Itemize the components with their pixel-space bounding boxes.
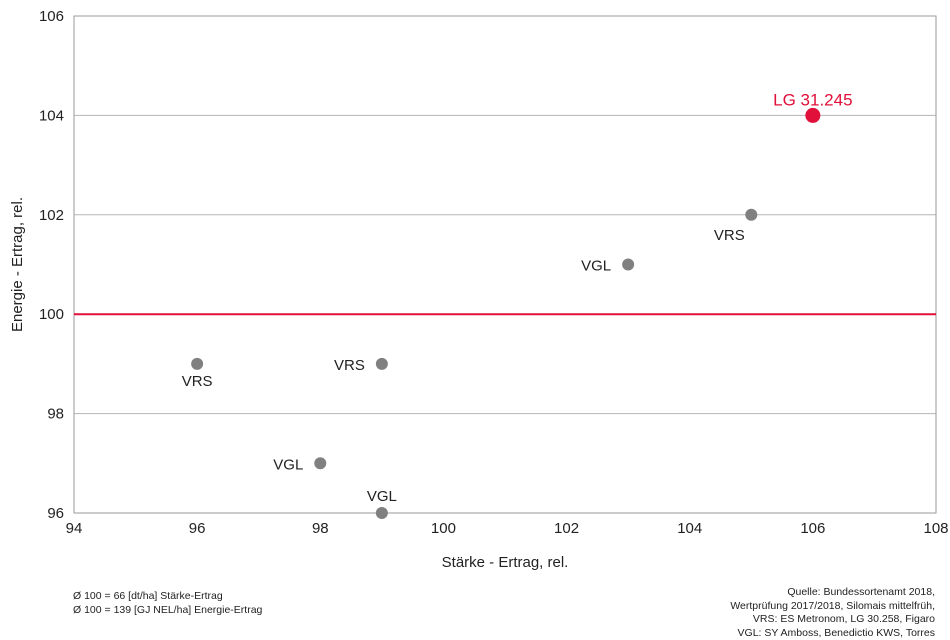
- x-tick-labels: 94 96 98 100 102 104 106 108: [66, 520, 949, 537]
- data-point: [376, 507, 388, 519]
- data-point: [191, 358, 203, 370]
- point-label: LG 31.245: [773, 90, 852, 109]
- x-tick-label: 108: [923, 520, 948, 537]
- y-tick-label: 102: [39, 207, 64, 224]
- point-label: VRS: [334, 357, 365, 374]
- source-note-line: VGL: SY Amboss, Benedictio KWS, Torres: [575, 627, 935, 640]
- y-axis-label: Energie - Ertrag, rel.: [9, 197, 26, 332]
- x-tick-label: 96: [189, 520, 206, 537]
- source-note-line: VRS: ES Metronom, LG 30.258, Figaro: [575, 613, 935, 627]
- footnote-left-line: Ø 100 = 66 [dt/ha] Stärke-Ertrag: [73, 589, 262, 603]
- y-tick-label: 104: [39, 107, 64, 124]
- x-tick-label: 98: [312, 520, 329, 537]
- y-tick-labels: 96 98 100 102 104 106: [39, 8, 64, 522]
- data-point: [745, 209, 757, 221]
- x-tick-label: 94: [66, 520, 83, 537]
- x-tick-label: 102: [554, 520, 579, 537]
- y-tick-label: 106: [39, 8, 64, 25]
- y-tick-label: 98: [47, 406, 64, 423]
- data-point: [622, 259, 634, 271]
- point-label: VGL: [273, 456, 303, 473]
- point-label: VGL: [367, 488, 397, 505]
- footnote-left: Ø 100 = 66 [dt/ha] Stärke-Ertrag Ø 100 =…: [73, 589, 262, 617]
- footnote-left-line: Ø 100 = 139 [GJ NEL/ha] Energie-Ertrag: [73, 603, 262, 617]
- point-label: VGL: [581, 258, 611, 275]
- x-tick-label: 104: [677, 520, 702, 537]
- y-tick-label: 100: [39, 306, 64, 323]
- source-note-line: Wertprüfung 2017/2018, Silomais mittelfr…: [575, 600, 935, 614]
- data-point: [314, 457, 326, 469]
- source-note-line: Quelle: Bundessortenamt 2018,: [575, 586, 935, 600]
- x-tick-label: 106: [800, 520, 825, 537]
- data-point: [376, 358, 388, 370]
- point-label: VRS: [714, 227, 745, 244]
- point-label: VRS: [182, 373, 213, 390]
- y-tick-label: 96: [47, 505, 64, 522]
- source-note: Quelle: Bundessortenamt 2018, Wertprüfun…: [575, 586, 935, 640]
- x-axis-label: Stärke - Ertrag, rel.: [442, 554, 569, 571]
- x-tick-label: 100: [431, 520, 456, 537]
- highlight-point: [805, 108, 820, 123]
- data-points: LG 31.245 VRS VGL VRS VRS VGL VGL: [182, 90, 853, 519]
